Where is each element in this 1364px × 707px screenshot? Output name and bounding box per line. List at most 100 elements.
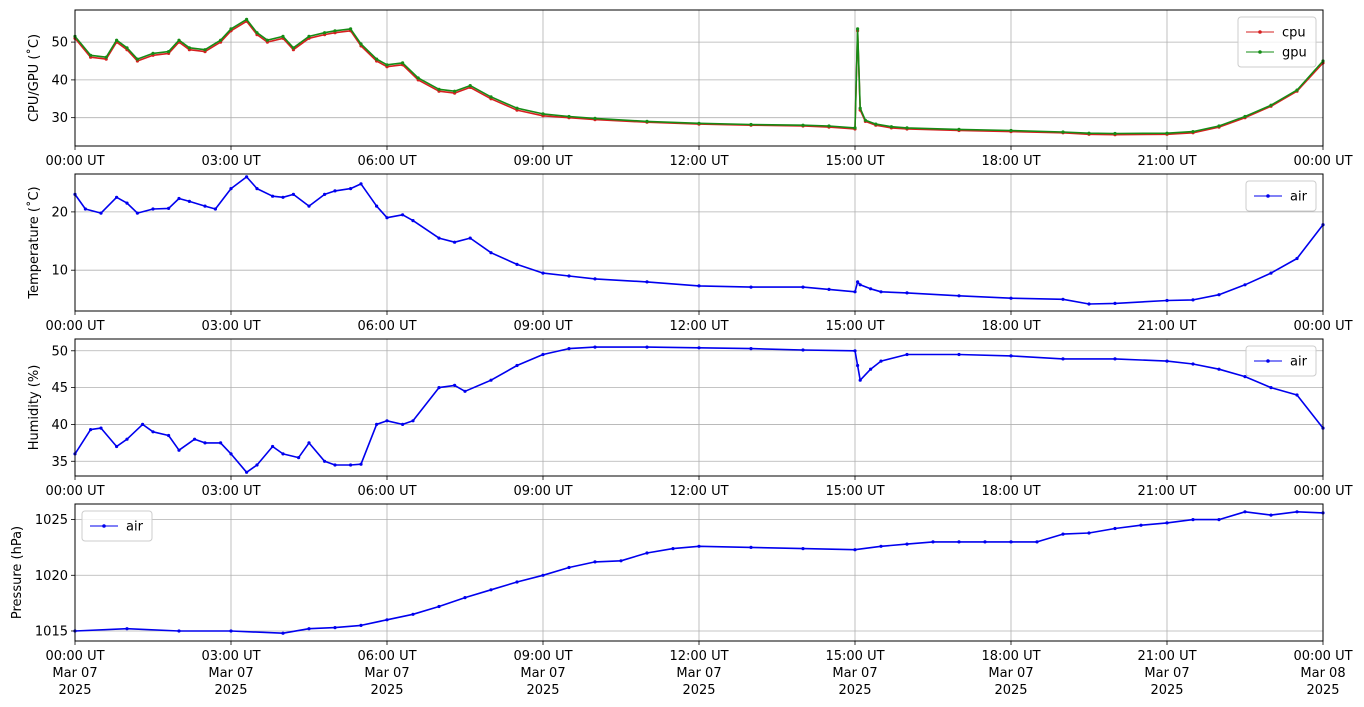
data-point bbox=[1009, 296, 1013, 300]
data-point bbox=[879, 290, 883, 294]
x-tick-label: 09:00 UT bbox=[513, 484, 572, 499]
y-axis-label: Temperature (˚C) bbox=[26, 186, 42, 299]
x-tick-label-line: 2025 bbox=[526, 683, 559, 698]
data-point bbox=[177, 448, 181, 452]
data-point bbox=[219, 38, 223, 42]
data-point bbox=[281, 452, 285, 456]
legend-label: air bbox=[1290, 355, 1308, 370]
data-point bbox=[375, 422, 379, 426]
x-tick-label: 00:00 UT Mar 08 2025 bbox=[1293, 649, 1352, 698]
data-point bbox=[1035, 540, 1039, 544]
data-point bbox=[593, 116, 597, 120]
data-point bbox=[255, 187, 259, 191]
data-point bbox=[1113, 357, 1117, 361]
data-point bbox=[1243, 375, 1247, 379]
data-point bbox=[983, 540, 987, 544]
legend: air bbox=[1245, 180, 1317, 212]
series-markers-gpu bbox=[73, 17, 1325, 136]
data-point bbox=[135, 211, 139, 215]
x-tick-label: 06:00 UT bbox=[357, 154, 416, 169]
data-point bbox=[1165, 359, 1169, 363]
x-tick-label: 15:00 UT bbox=[825, 154, 884, 169]
data-point bbox=[245, 470, 249, 474]
x-tick-label-line: 12:00 UT bbox=[669, 649, 728, 664]
data-point bbox=[1191, 518, 1195, 522]
data-point bbox=[167, 50, 171, 54]
x-tick-label-line: Mar 07 bbox=[520, 666, 565, 681]
data-point bbox=[401, 422, 405, 426]
y-axis-label: CPU/GPU (˚C) bbox=[26, 34, 42, 122]
data-point bbox=[541, 112, 545, 116]
data-point bbox=[151, 430, 155, 434]
y-tick-label: 50 bbox=[51, 344, 68, 359]
y-tick-label: 40 bbox=[51, 418, 68, 433]
x-tick-label-line: 03:00 UT bbox=[201, 649, 260, 664]
data-point bbox=[333, 463, 337, 467]
data-point bbox=[1009, 128, 1013, 133]
data-point bbox=[453, 240, 457, 244]
data-point bbox=[567, 114, 571, 119]
data-point bbox=[1217, 293, 1221, 297]
data-point bbox=[489, 251, 493, 255]
data-point bbox=[541, 271, 545, 275]
data-point bbox=[115, 444, 119, 449]
data-point bbox=[1217, 518, 1221, 522]
data-point bbox=[385, 618, 389, 622]
data-point bbox=[856, 280, 860, 284]
data-point bbox=[453, 89, 457, 93]
legend: air bbox=[81, 510, 153, 542]
data-point bbox=[385, 419, 389, 423]
data-point bbox=[1191, 130, 1195, 134]
x-tick-label-line: 09:00 UT bbox=[513, 649, 572, 664]
data-point bbox=[671, 547, 675, 551]
x-tick-label-line: 00:00 UT bbox=[45, 649, 104, 664]
x-tick-label-line: Mar 07 bbox=[988, 666, 1033, 681]
data-point bbox=[1061, 532, 1065, 536]
x-tick-label: 15:00 UT bbox=[825, 484, 884, 499]
y-tick-label: 40 bbox=[51, 73, 68, 88]
x-tick-label: 03:00 UT bbox=[201, 154, 260, 169]
data-point bbox=[177, 629, 181, 633]
x-tick-label: 12:00 UT bbox=[669, 319, 728, 334]
data-point bbox=[463, 596, 467, 600]
data-point bbox=[245, 175, 249, 179]
x-tick-label-line: 2025 bbox=[1306, 683, 1339, 698]
data-point bbox=[863, 118, 868, 122]
x-tick-label-line: 15:00 UT bbox=[825, 649, 884, 664]
data-point bbox=[879, 544, 883, 548]
data-point bbox=[827, 124, 831, 128]
chart-panel-3: 00:00 UT 03:00 UT 06:00 UT 09:00 UT 12:00 UT… bbox=[27, 338, 1353, 499]
x-tick-label-line: 18:00 UT bbox=[981, 484, 1040, 499]
x-tick-label: 18:00 UT bbox=[981, 154, 1040, 169]
data-point bbox=[193, 437, 197, 441]
data-point bbox=[645, 345, 649, 349]
y-axis-label: Pressure (hPa) bbox=[10, 526, 25, 619]
data-point bbox=[1113, 301, 1117, 305]
data-point bbox=[858, 106, 862, 110]
data-point bbox=[1295, 510, 1299, 514]
x-tick-label: 18:00 UT bbox=[981, 319, 1040, 334]
x-tick-label: 06:00 UT bbox=[357, 484, 416, 499]
x-tick-label: 00:00 UT bbox=[45, 154, 104, 169]
data-point bbox=[905, 291, 909, 295]
x-tick-label: 00:00 UT Mar 07 2025 bbox=[45, 649, 104, 698]
data-point bbox=[593, 277, 597, 281]
data-point bbox=[187, 46, 191, 50]
data-point bbox=[411, 419, 415, 423]
series-markers-air bbox=[73, 510, 1325, 635]
data-point bbox=[323, 31, 327, 35]
data-point bbox=[931, 540, 935, 544]
data-point bbox=[89, 428, 93, 432]
data-point bbox=[333, 189, 337, 193]
x-tick-label: 21:00 UT bbox=[1137, 319, 1196, 334]
data-point bbox=[1061, 357, 1065, 361]
data-point bbox=[359, 462, 363, 466]
data-point bbox=[856, 27, 860, 31]
data-point bbox=[541, 352, 545, 357]
data-point bbox=[229, 187, 233, 191]
data-point bbox=[167, 433, 171, 438]
data-point bbox=[271, 444, 275, 449]
data-point bbox=[515, 106, 519, 110]
